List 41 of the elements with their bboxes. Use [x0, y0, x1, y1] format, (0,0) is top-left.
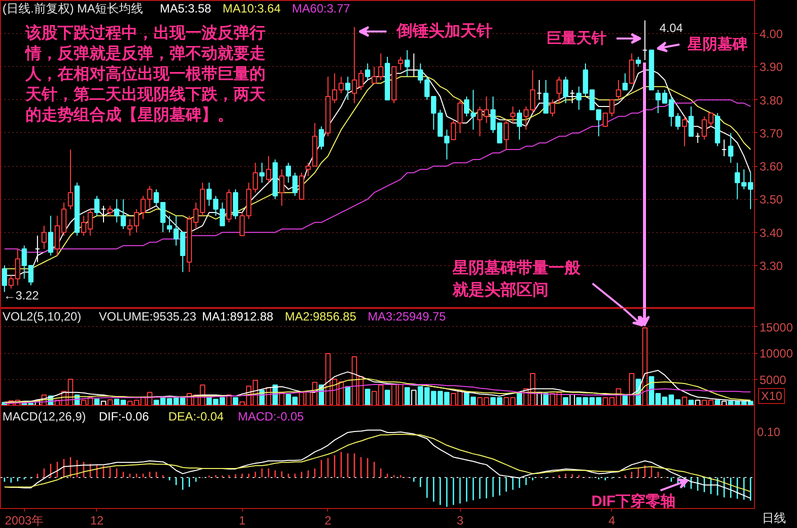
text: DIF:-0.06	[98, 410, 150, 424]
text: MA5:3.58	[160, 2, 212, 16]
text: DEA:-0.04	[168, 410, 224, 424]
y-tick-label: 4.00	[760, 27, 784, 42]
annotation: ←3.22	[4, 288, 40, 302]
text: MA1:8912.88	[202, 310, 274, 324]
x-tick-label: 4	[608, 514, 616, 528]
chart-title: MACD(12,26,9)	[2, 410, 86, 424]
y-tick-label: 15000	[760, 320, 794, 334]
y-tick-label: 3.50	[760, 192, 784, 207]
y-tick-label: 3.60	[760, 160, 784, 174]
y-tick-label: 10000	[760, 346, 794, 361]
annotation: 星阴墓碑带量一般就是头部区间	[452, 259, 582, 299]
y-tick-label: 3.30	[760, 258, 784, 273]
annotation: 星阴墓碑	[686, 36, 748, 53]
y-tick-label: 3.70	[760, 126, 784, 140]
annotation: 4.04	[660, 21, 684, 35]
text: MA10:3.64	[222, 2, 281, 16]
y-tick-label: 3.90	[760, 60, 784, 74]
x-tick-label: 2	[324, 514, 332, 528]
x-tick-label: 1	[238, 514, 246, 528]
annotation: 巨量天针	[546, 30, 606, 47]
text: X10	[758, 388, 786, 404]
chart-title: VOL2(5,10,20)	[2, 310, 82, 324]
y-tick-label: 3.80	[760, 93, 784, 108]
annotation: 该股下跌过程中，出现一波反弹行情，反弹就是反弹，弹不动就要走人，在相对高位出现一根带巨量的天针，第二天出现阴线下跌，两天的走势组合成【星阴墓碑】。	[24, 23, 266, 124]
x-tick-label: 12	[90, 514, 104, 528]
text: MACD:-0.05	[238, 410, 304, 424]
annotation: DIF下穿零轴	[591, 492, 676, 510]
text: 0.10	[757, 425, 780, 439]
annotation: VOLUME:9535.23	[98, 310, 197, 324]
y-tick-label: 5000	[760, 372, 787, 387]
y-tick-label: 3.40	[760, 226, 784, 240]
annotation: 倒锤头加天针	[396, 22, 492, 40]
x-tick-label: 2003年	[4, 514, 44, 528]
x-tick-label: 3	[456, 514, 464, 528]
text: 日线	[762, 511, 786, 525]
text: MA3:25949.75	[368, 310, 446, 324]
text: MA60:3.77	[292, 2, 350, 16]
chart-title: (日线.前复权) MA短长均线	[2, 2, 144, 16]
text: MA2:9856.85	[284, 310, 357, 324]
